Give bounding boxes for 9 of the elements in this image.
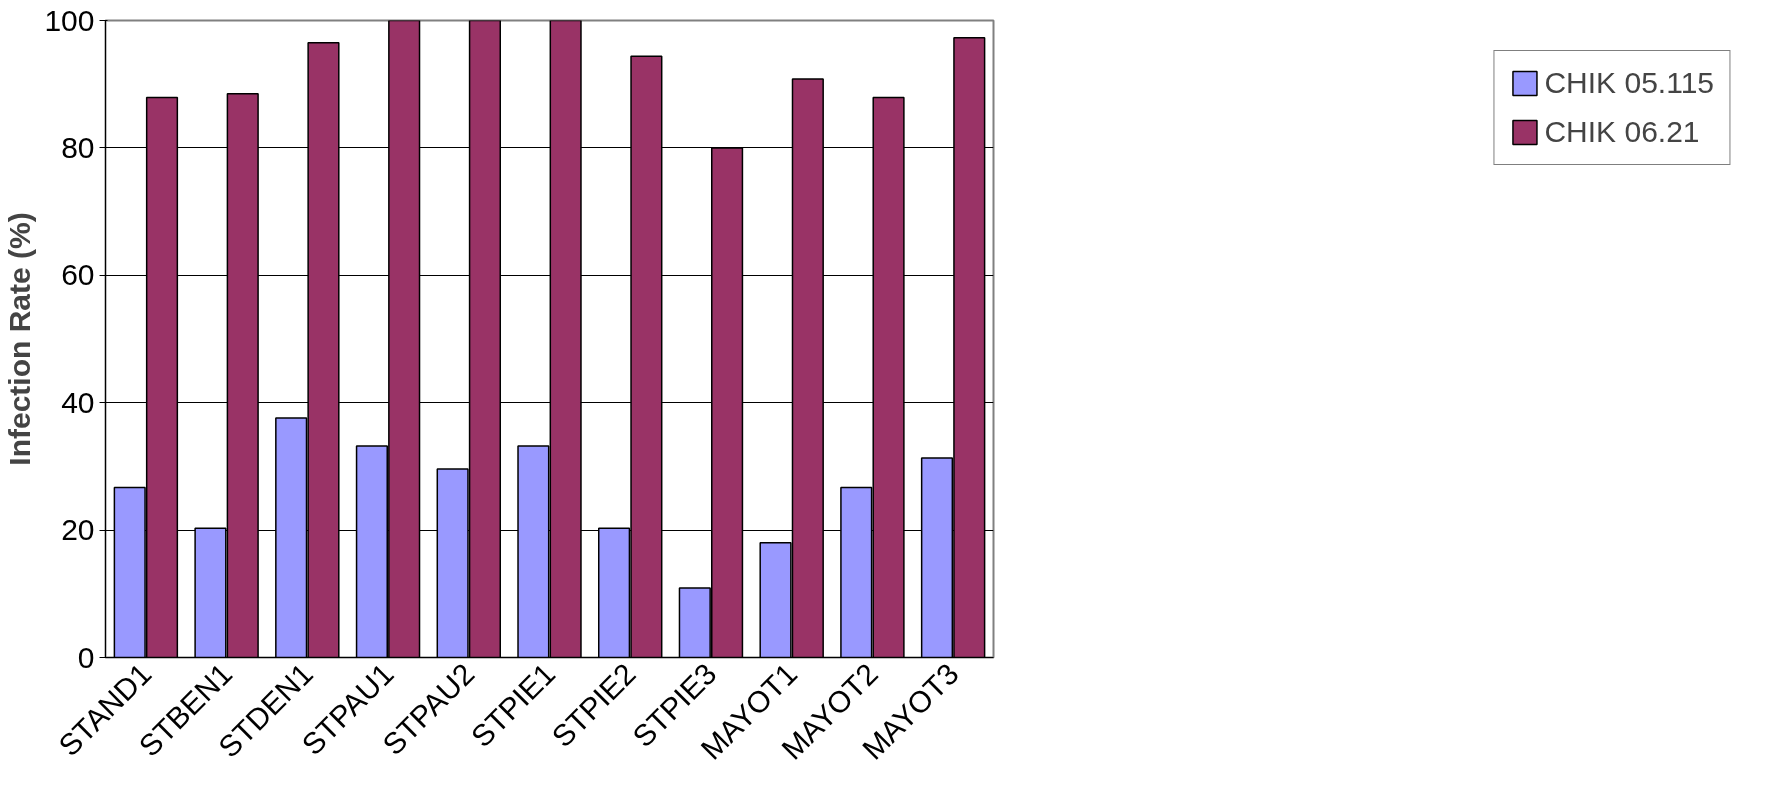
y-tick-label: 60: [61, 258, 95, 292]
legend-label: CHIK 06.21: [1544, 115, 1700, 149]
y-axis-title: Infection Rate (%): [3, 212, 37, 466]
y-tick-label: 80: [61, 130, 95, 164]
y-tick-label: 0: [77, 640, 95, 674]
y-tick-label: 20: [61, 513, 95, 547]
legend-label: CHIK 05.115: [1544, 66, 1714, 100]
y-tick-label: 100: [44, 3, 95, 37]
y-tick-label: 40: [61, 385, 95, 419]
